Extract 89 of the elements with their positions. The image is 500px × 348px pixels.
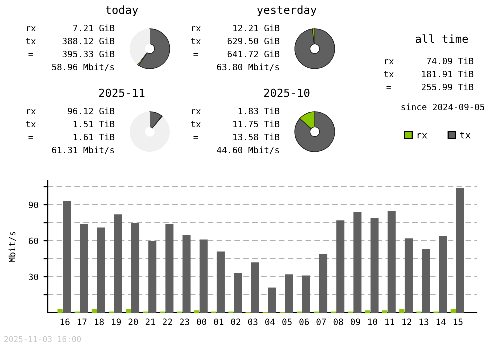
text: rx 96.12 GiB [27,108,115,115]
text: tx 11.75 TiB [191,120,280,128]
text: = 1.61 TiB [28,134,115,141]
donut-slice [294,112,336,152]
text: rx 7.21 GiB [27,24,115,32]
bar [182,235,191,313]
bar [148,241,157,313]
y-tick-label: 30 [29,274,38,280]
bar [58,309,63,313]
bar [320,254,328,313]
x-tick-label: 15 [454,318,463,326]
legend-label: tx [460,132,471,139]
chart-title: yesterday [257,6,317,16]
y-tick-label: 60 [29,238,38,244]
bar [268,288,276,313]
x-tick-label: 00 [197,318,207,326]
bar [400,309,405,313]
donut-slice [130,29,150,65]
text: rx 74.09 TiB [385,58,474,65]
x-tick-label: 07 [316,318,326,326]
bar [131,223,140,313]
x-tick-label: 22 [163,318,172,326]
x-tick-label: 08 [334,318,344,326]
text: 44.60 Mbit/s [217,146,280,154]
x-tick-label: 01 [214,318,224,326]
text: tx 629.50 GiB [191,38,280,45]
donut-slice [138,28,170,70]
bar [354,212,362,313]
text: 61.31 Mbit/s [52,146,114,154]
x-tick-label: 19 [112,318,122,326]
text: = 641.72 GiB [194,50,280,58]
bar [456,188,464,313]
y-axis-title: Mbit/s [8,232,16,262]
chart-title: today [106,6,138,16]
bar [200,240,208,313]
text: since 2024-09-05 [402,104,484,111]
chart-title: 2025-11 [99,88,145,98]
bar [63,201,72,313]
bar [114,214,122,313]
bar [336,220,345,313]
x-tick-label: 21 [146,318,156,326]
x-tick-label: 05 [282,318,292,326]
text: 63.80 Mbit/s [217,64,280,72]
x-tick-label: 06 [300,318,310,326]
bar [80,224,88,313]
x-tick-label: 17 [78,318,87,326]
x-tick-label: 16 [60,318,70,326]
x-tick-label: 20 [128,318,138,326]
text: all time [416,34,468,44]
bar [92,309,98,313]
text: = 395.33 GiB [28,50,115,58]
bar [166,224,174,313]
x-tick-label: 18 [95,318,104,326]
text: 58.96 Mbit/s [52,64,114,72]
bar [126,309,132,313]
legend-label: rx [418,133,428,139]
text: tx 1.51 TiB [26,120,115,128]
bar [97,228,106,313]
bar [234,273,242,313]
x-tick-label: 10 [368,318,378,326]
bar [404,238,413,313]
bar [251,262,260,313]
bar [302,276,310,313]
x-tick-label: 23 [180,318,190,326]
chart-title: 2025-10 [264,88,310,98]
bar [370,218,379,313]
x-tick-label: 12 [402,318,412,326]
donut-slice [294,28,336,70]
text: tx 181.91 TiB [384,70,474,78]
x-tick-label: 04 [265,318,276,326]
text: tx 388.12 GiB [26,38,115,45]
bar [450,309,456,313]
bar [422,249,430,313]
bar [439,236,448,313]
bar [216,252,225,313]
y-tick-label: 90 [28,202,38,208]
x-tick-label: 03 [248,318,258,326]
donut-slice [130,112,170,152]
x-tick-label: 11 [386,318,395,326]
text: rx 1.83 TiB [192,108,280,115]
x-tick-label: 02 [231,318,241,326]
text: = 255.99 TiB [386,84,474,91]
text: = 13.58 TiB [194,134,280,141]
text: rx 12.21 GiB [192,24,280,32]
bar [285,274,294,313]
x-tick-label: 14 [436,318,446,326]
x-tick-label: 09 [350,318,360,326]
bar [388,211,396,313]
x-tick-label: 13 [420,318,429,326]
